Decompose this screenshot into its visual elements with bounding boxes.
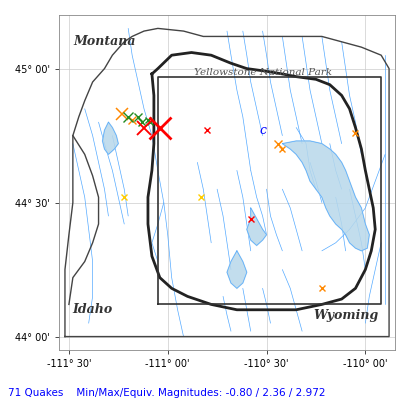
Polygon shape [102,122,118,154]
Text: Montana: Montana [73,35,135,48]
Text: Idaho: Idaho [72,303,112,316]
Text: Yellowstone National Park: Yellowstone National Park [193,68,331,77]
Polygon shape [246,208,266,246]
Text: Wyoming: Wyoming [312,309,377,322]
Text: 71 Quakes    Min/Max/Equiv. Magnitudes: -0.80 / 2.36 / 2.972: 71 Quakes Min/Max/Equiv. Magnitudes: -0.… [8,388,325,398]
Polygon shape [227,251,246,288]
Text: c: c [258,124,265,137]
Polygon shape [282,141,369,251]
